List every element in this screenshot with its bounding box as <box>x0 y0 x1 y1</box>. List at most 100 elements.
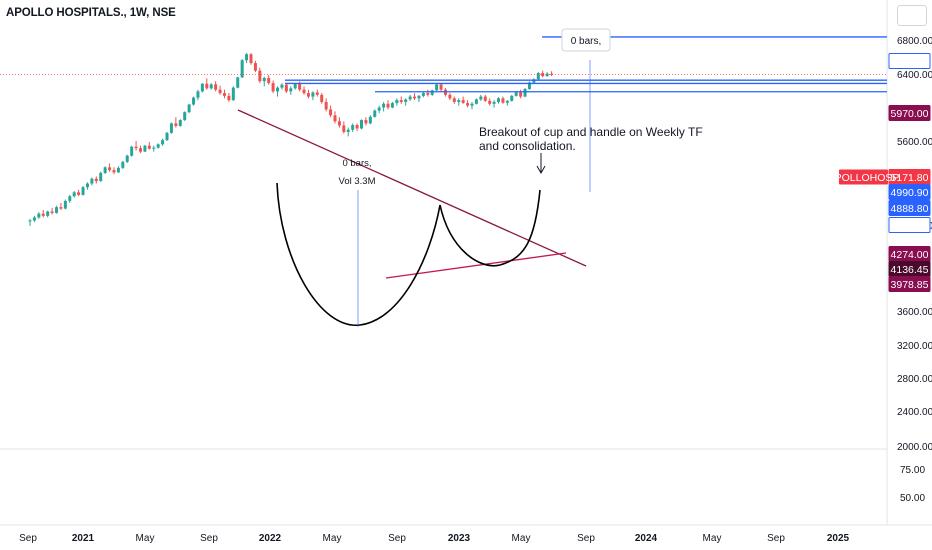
x-tick-label: 2023 <box>448 533 471 544</box>
x-tick-label: Sep <box>388 533 406 544</box>
volume-label-mid: Vol 3.3M <box>339 176 376 187</box>
price-tag-value: 4640.20 <box>891 220 929 232</box>
candle-body <box>271 83 275 92</box>
candle-body <box>342 125 346 132</box>
candle-body <box>421 93 425 96</box>
candle-body <box>382 103 386 108</box>
candle-body <box>147 145 151 149</box>
bars-label-mid: 0 bars, <box>342 158 371 169</box>
x-tick-label: May <box>512 533 531 544</box>
candle-body <box>452 98 456 102</box>
candle-body <box>280 84 284 88</box>
candle-body <box>178 120 182 126</box>
candle-body <box>550 73 554 75</box>
axis-layer: 6800.00 6400.00 5600.00 4640.20 3600.00 3200.… <box>19 36 932 544</box>
candle-body <box>284 84 288 92</box>
candle-body <box>505 100 509 103</box>
price-tag-value: 4136.45 <box>891 264 929 276</box>
candle-body <box>337 121 341 126</box>
candle-body <box>77 192 81 195</box>
candle-body <box>161 140 165 145</box>
y-tick-label: 2000.00 <box>897 442 932 453</box>
candle-body <box>112 170 116 173</box>
candle-body <box>545 73 549 77</box>
candle-body <box>174 123 178 126</box>
price-tag-value: 6555.70 <box>891 56 929 68</box>
candle-body <box>448 94 452 99</box>
candle-body <box>116 167 120 173</box>
candle-body <box>192 97 196 105</box>
candle-body <box>501 98 505 103</box>
candle-body <box>360 120 363 129</box>
candle-body <box>50 211 54 213</box>
candle-body <box>169 123 173 133</box>
drawings-layer: 0 bars, 0 bars, Vol 3.3M Breakout of cup an… <box>0 28 887 327</box>
candle-body <box>324 101 328 110</box>
price-tag-box <box>888 276 931 292</box>
candle-body <box>439 84 443 90</box>
candle-body <box>94 178 98 182</box>
candle-body <box>435 84 439 91</box>
grid-layer <box>0 0 932 526</box>
candle-body <box>320 94 324 102</box>
volume-tick-label: 50.00 <box>900 493 925 504</box>
candle-body <box>510 95 514 101</box>
price-tag-value: 4990.90 <box>891 187 929 199</box>
candle-body <box>108 167 112 171</box>
candle-body <box>28 220 32 222</box>
chart-title: APOLLO HOSPITALS., 1W, NSE <box>6 7 176 19</box>
price-tag-box <box>888 53 931 69</box>
price-tag-value: 3978.85 <box>891 279 929 291</box>
candle-body <box>527 82 531 90</box>
candle-body <box>196 91 200 98</box>
y-tick-label: 5600.00 <box>897 137 932 148</box>
candle-body <box>200 83 204 92</box>
candle-body <box>408 96 412 100</box>
chart-settings-widget[interactable] <box>897 5 927 26</box>
y-tick-label: 3200.00 <box>897 341 932 352</box>
price-tag-value: 4888.80 <box>891 203 929 215</box>
volume-tick-label: 75.00 <box>900 465 925 476</box>
y-tick-label: 6800.00 <box>897 36 932 47</box>
candle-body <box>536 73 540 80</box>
candle-body <box>134 146 138 149</box>
candle-body <box>68 196 72 201</box>
candle-body <box>293 84 297 89</box>
candle-body <box>253 63 257 71</box>
candle-body <box>333 115 337 122</box>
candle-body <box>205 83 209 89</box>
candle-body <box>315 92 319 95</box>
candle-body <box>430 90 434 95</box>
candle-body <box>55 207 59 213</box>
candle-body <box>222 93 226 96</box>
candle-body <box>541 73 545 77</box>
handle-curve <box>439 189 541 267</box>
candle-body <box>99 172 103 182</box>
candle-body <box>474 99 478 104</box>
descending-trendline <box>237 109 587 267</box>
candle-body <box>289 88 293 92</box>
candle-body <box>470 103 474 106</box>
symbol-tag-name: APOLLOHOSP <box>828 172 900 184</box>
y-tick-label: 2800.00 <box>897 374 932 385</box>
candle-body <box>514 92 518 96</box>
candle-body <box>103 167 107 173</box>
symbol-tag-box <box>839 169 888 185</box>
y-tick-label: 6400.00 <box>897 70 932 81</box>
candle-body <box>90 178 94 184</box>
candle-body <box>276 87 280 92</box>
x-tick-label: Sep <box>767 533 785 544</box>
candle-body <box>461 100 465 104</box>
candle-body <box>227 95 231 101</box>
candle-body <box>231 87 235 101</box>
price-tag-box <box>888 200 931 216</box>
candle-body <box>245 54 249 61</box>
candle-body <box>59 207 63 209</box>
candles-layer <box>28 53 554 226</box>
candle-body <box>483 96 487 101</box>
candle-body <box>32 217 36 221</box>
candle-body <box>156 144 160 148</box>
candle-body <box>355 125 359 129</box>
